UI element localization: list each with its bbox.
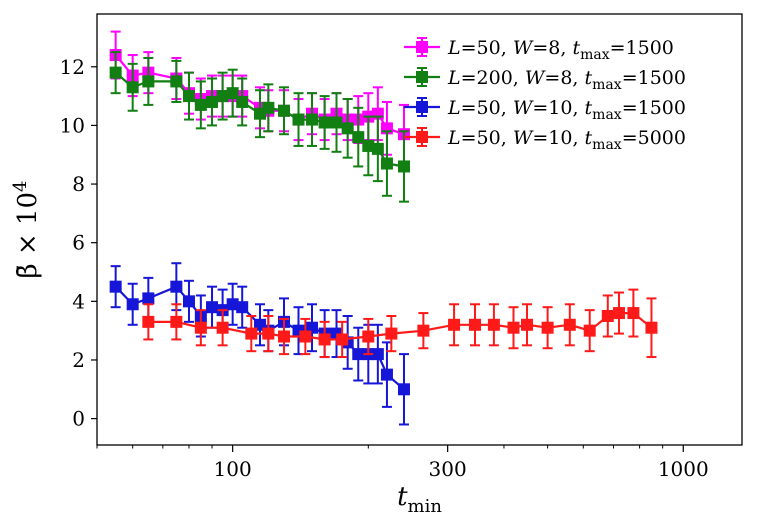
data-point	[521, 318, 533, 331]
series-group	[109, 30, 658, 426]
data-point	[330, 116, 343, 129]
y-tick-label: 10	[60, 113, 85, 137]
y-tick-label: 4	[72, 289, 85, 313]
data-point	[142, 292, 155, 305]
legend-marker	[416, 71, 428, 83]
data-point	[306, 113, 318, 126]
x-tick-label: 300	[429, 457, 467, 481]
data-point	[170, 75, 183, 88]
data-point	[170, 280, 183, 293]
data-point	[142, 75, 155, 88]
data-point	[385, 327, 398, 340]
data-point	[109, 280, 122, 293]
data-point	[380, 368, 393, 381]
data-point	[612, 307, 625, 320]
legend-item-1: L=200, W=8, tmax=1500	[404, 67, 686, 93]
data-point	[397, 383, 410, 396]
data-point	[563, 318, 576, 331]
data-point	[541, 321, 554, 334]
data-point	[487, 318, 500, 331]
data-point	[380, 157, 393, 170]
data-point	[277, 104, 290, 117]
legend-marker	[416, 131, 428, 143]
data-point	[448, 318, 461, 331]
data-point	[336, 333, 349, 346]
x-tick-label: 1000	[658, 457, 709, 481]
data-point	[216, 90, 229, 103]
y-axis-label: β̄ × 104	[10, 181, 43, 279]
data-point	[277, 330, 290, 343]
legend-marker	[416, 41, 428, 53]
data-point	[194, 321, 207, 334]
legend-label: L=50, W=8, tmax=1500	[447, 37, 674, 63]
data-point	[583, 324, 596, 337]
axes-group: 0 2 4 6 8 10 12 100 300 1000 tmin β̄ × 104	[10, 13, 743, 517]
legend-label: L=50, W=10, tmax=1500	[447, 97, 686, 123]
data-point	[170, 315, 183, 328]
series-1	[109, 51, 410, 203]
legend-label: L=200, W=8, tmax=1500	[447, 67, 686, 93]
data-point	[352, 348, 365, 361]
data-point	[206, 301, 219, 314]
data-point	[397, 160, 410, 173]
data-point	[318, 333, 331, 346]
data-point	[341, 122, 354, 135]
data-point	[226, 298, 239, 311]
data-point	[601, 309, 614, 322]
data-point	[645, 321, 658, 334]
data-point	[262, 327, 275, 340]
series-3	[142, 288, 658, 359]
legend-marker	[416, 101, 428, 113]
y-tick-label: 0	[72, 407, 85, 431]
y-tick-label: 2	[72, 348, 85, 372]
legend: L=50, W=8, tmax=1500 L=200, W=8, tmax=150…	[404, 37, 686, 153]
data-point	[262, 101, 275, 114]
axes-frame	[96, 13, 743, 446]
data-point	[216, 321, 229, 334]
data-point	[318, 116, 331, 129]
data-point	[126, 298, 139, 311]
x-tick-label: 100	[214, 457, 252, 481]
data-point	[362, 139, 375, 152]
data-point	[417, 324, 430, 337]
data-point	[182, 295, 195, 308]
data-point	[371, 142, 384, 155]
data-point	[126, 81, 139, 94]
data-point	[507, 321, 520, 334]
x-axis-label: tmin	[397, 482, 442, 517]
data-point	[109, 66, 122, 79]
legend-item-0: L=50, W=8, tmax=1500	[404, 37, 674, 63]
data-point	[245, 327, 258, 340]
data-point	[362, 330, 375, 343]
data-point	[182, 90, 195, 103]
y-tick-label: 12	[60, 55, 85, 79]
data-point	[469, 318, 482, 331]
legend-item-2: L=50, W=10, tmax=1500	[404, 97, 686, 123]
data-point	[371, 348, 384, 361]
y-tick-label: 8	[72, 172, 85, 196]
data-point	[627, 307, 640, 320]
data-point	[236, 95, 249, 108]
data-point	[206, 95, 219, 108]
data-point	[194, 98, 207, 111]
data-point	[292, 113, 305, 126]
legend-item-3: L=50, W=10, tmax=5000	[404, 127, 686, 153]
data-point	[142, 315, 155, 328]
legend-label: L=50, W=10, tmax=5000	[447, 127, 686, 153]
data-point	[236, 301, 249, 314]
data-point	[226, 87, 239, 100]
data-point	[352, 131, 365, 144]
data-point	[299, 330, 312, 343]
y-tick-label: 6	[72, 231, 85, 255]
